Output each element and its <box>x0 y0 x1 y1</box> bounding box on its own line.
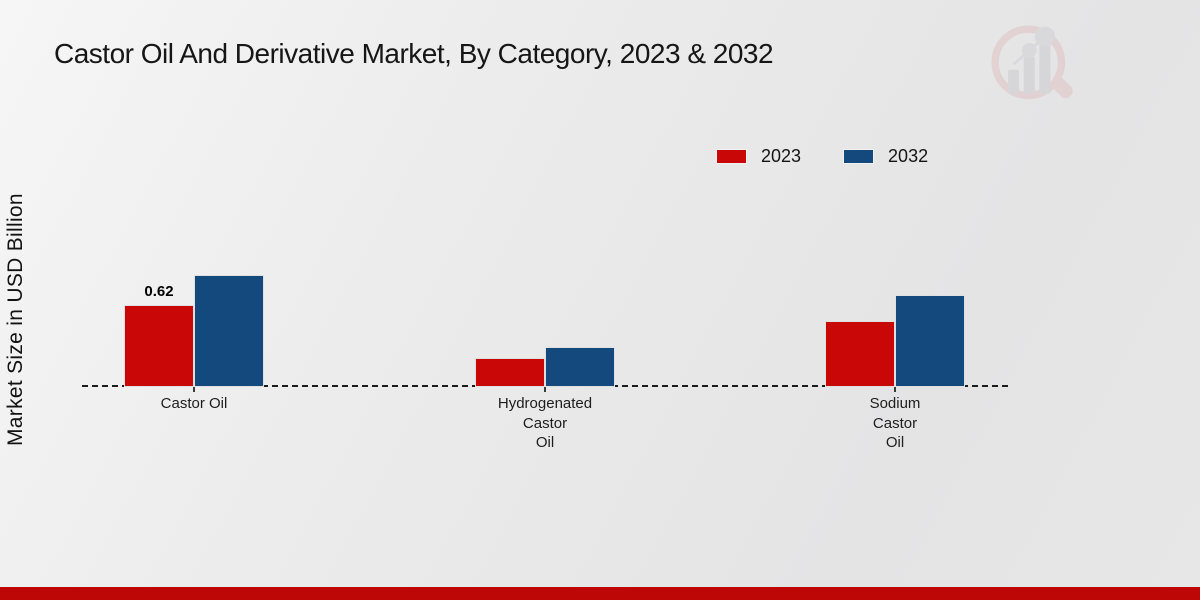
legend-swatch-icon <box>716 149 747 164</box>
footer-accent-bar <box>0 587 1200 600</box>
legend: 2023 2032 <box>716 146 928 167</box>
legend-item-2032: 2032 <box>843 146 928 167</box>
category-label-1: Hydrogenated Castor Oil <box>497 395 593 451</box>
legend-swatch-icon <box>843 149 875 164</box>
legend-item-2023: 2023 <box>716 146 801 167</box>
bar-2023-category-2 <box>825 321 895 387</box>
legend-label: 2023 <box>761 146 802 166</box>
legend-label: 2032 <box>888 146 929 166</box>
bar-2032-category-0 <box>194 275 264 387</box>
category-label-2: Sodium Castor Oil <box>869 395 921 451</box>
bar-2023-category-0 <box>124 305 194 387</box>
bar-2032-category-2 <box>895 295 965 387</box>
axis-tick <box>544 387 546 392</box>
axis-tick <box>894 387 896 392</box>
chart-title: Castor Oil And Derivative Market, By Cat… <box>54 38 774 69</box>
mrfr-logo-watermark-icon <box>991 25 1073 100</box>
axis-tick <box>193 387 195 392</box>
bar-2032-category-1 <box>545 347 615 387</box>
bar-2023-category-1 <box>475 358 545 387</box>
category-label-0: Castor Oil <box>160 395 228 412</box>
bar-value-label: 0.62 <box>144 283 174 300</box>
